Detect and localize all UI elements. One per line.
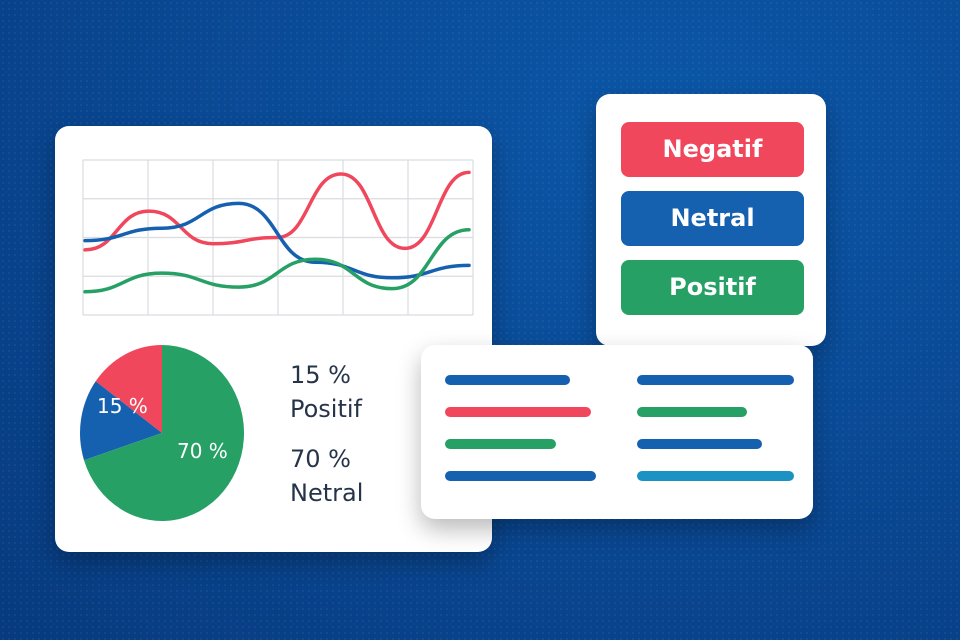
stat-netral: 70 % Netral [290, 442, 363, 510]
line-chart [82, 159, 474, 316]
pie-chart [80, 345, 244, 521]
dashboard-card: 15 % 70 % 15 % Positif 70 % Netral [55, 126, 492, 552]
list-item-bar [637, 375, 794, 385]
positif-button[interactable]: Positif [621, 260, 804, 315]
stat-label: Netral [290, 479, 364, 507]
list-item-bar [445, 375, 570, 385]
stat-percent: 70 % [290, 445, 351, 473]
list-item-bar [637, 471, 794, 481]
chart-grid [82, 159, 474, 316]
list-item-bar [445, 439, 556, 449]
list-item-bar [445, 471, 596, 481]
stat-positif: 15 % Positif [290, 358, 362, 426]
list-item-bar [637, 407, 747, 417]
series-line-blue [83, 201, 471, 280]
sentiment-card: Negatif Netral Positif [596, 94, 826, 346]
stat-percent: 15 % [290, 361, 351, 389]
netral-button[interactable]: Netral [621, 191, 804, 246]
negatif-button[interactable]: Negatif [621, 122, 804, 177]
list-item-bar [637, 439, 762, 449]
pie-slice-green [84, 345, 244, 521]
pie-slice-blue [80, 381, 162, 461]
pie-slice-label-green: 70 % [177, 439, 228, 463]
series-line-green [83, 228, 471, 294]
pie-slice-label-red: 15 % [97, 394, 148, 418]
list-card [421, 345, 813, 519]
pie-slice-red [95, 345, 162, 433]
series-line-red [83, 170, 471, 252]
list-item-bar [445, 407, 591, 417]
stat-label: Positif [290, 395, 362, 423]
